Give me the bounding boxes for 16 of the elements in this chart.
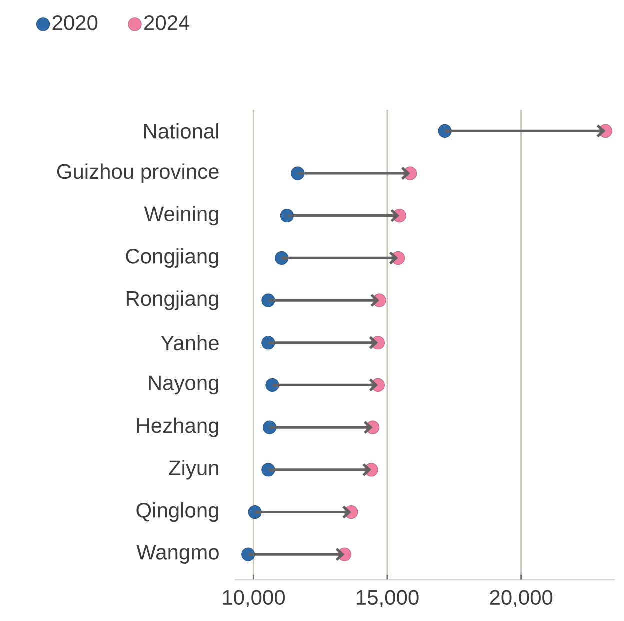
y-tick-label: Ziyun <box>169 460 218 480</box>
y-tick-label: Hezhang <box>137 418 218 438</box>
y-tick-label: Nayong <box>149 376 218 395</box>
x-tick-label: 10,000 <box>223 590 286 608</box>
x-tick-label: 15,000 <box>357 590 419 608</box>
y-tick-label: Rongjiang <box>126 290 218 310</box>
y-tick-label: Yanhe <box>161 335 219 351</box>
x-tick-label: 20,000 <box>490 590 553 608</box>
y-tick-label: National <box>144 123 218 139</box>
legend-label: 2024 <box>144 15 190 30</box>
y-tick-label: Weining <box>144 206 218 226</box>
y-tick-label: Guizhou province <box>57 164 219 184</box>
y-tick-label: Qinglong <box>136 502 218 522</box>
legend-label: 2020 <box>52 15 98 30</box>
y-tick-label: Wangmo <box>136 545 219 564</box>
y-tick-label: Congjiang <box>126 248 218 268</box>
